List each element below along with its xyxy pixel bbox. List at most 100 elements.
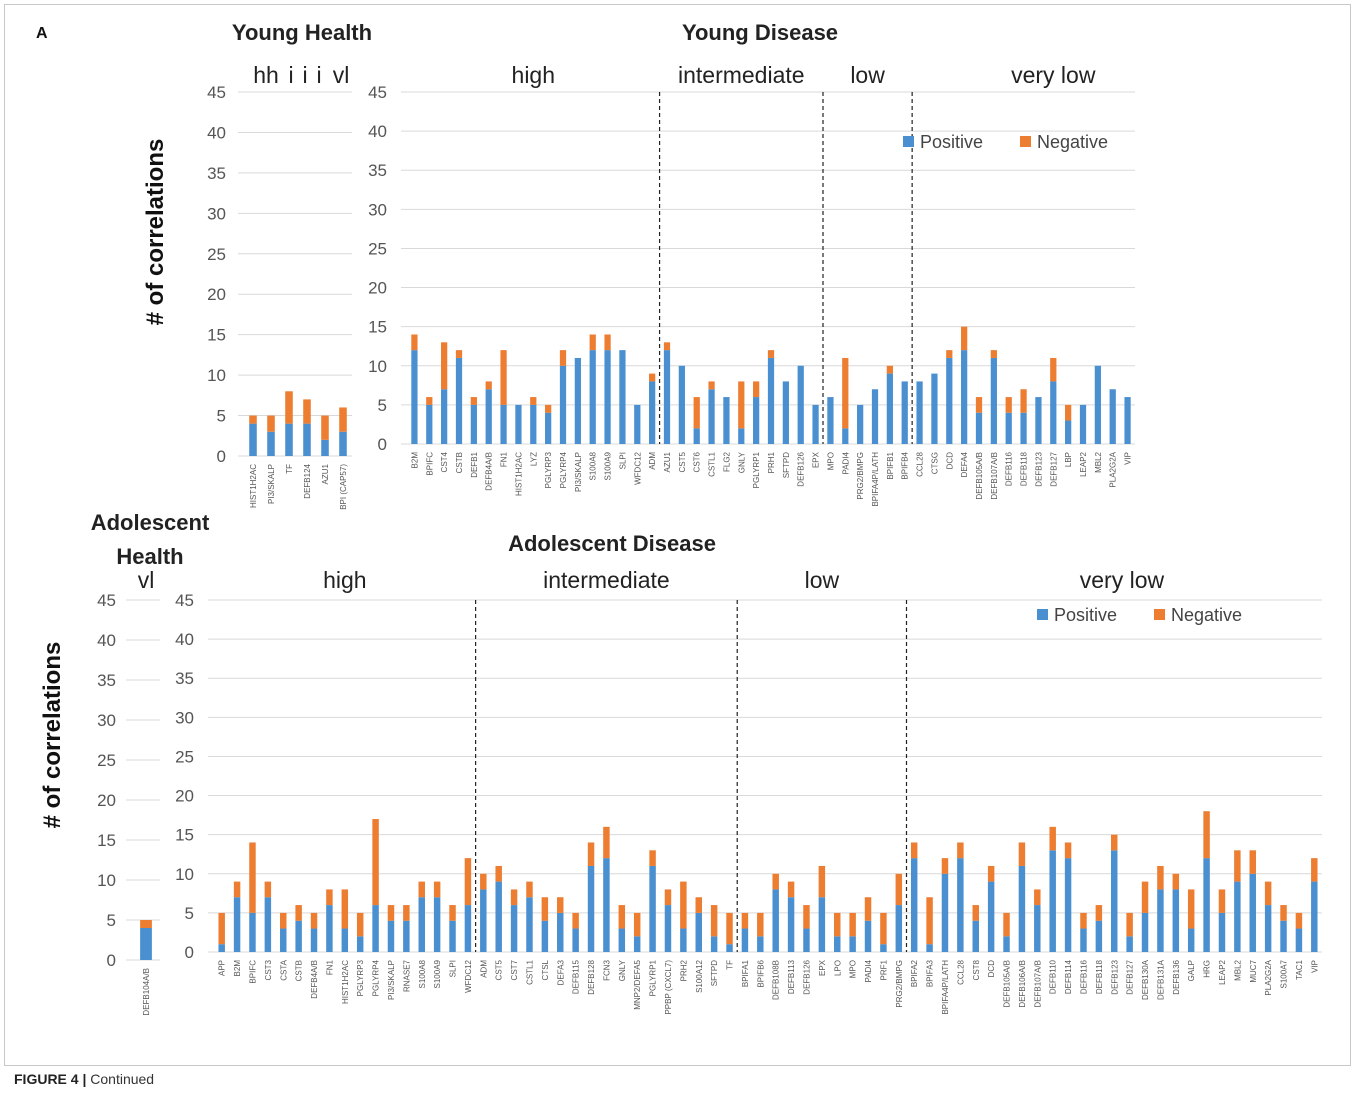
adolescent-disease-bar-negative — [1126, 912, 1133, 937]
adolescent-disease-bar-negative — [757, 912, 764, 937]
young-disease-ytick-label: 30 — [368, 200, 387, 219]
adolescent-disease-bar-positive — [433, 897, 441, 952]
adolescent-disease-bar-negative — [1018, 842, 1026, 866]
young-disease-xtick-label: BPIFA4P/LATH — [871, 452, 880, 507]
adolescent-disease-bar-positive — [341, 928, 349, 952]
young-health-xtick-label: HIST1H2AC — [249, 464, 258, 508]
adolescent-disease-bar-negative — [726, 912, 733, 945]
adolescent-disease-ytick-label: 25 — [175, 747, 194, 766]
adolescent-disease-bar-negative — [433, 881, 441, 898]
young-disease-xtick-label: LBP — [1064, 452, 1073, 467]
young-disease-bar-positive — [723, 397, 730, 444]
adolescent-health-ylabel: # of correlations — [39, 642, 66, 829]
young-health-bar-negative — [339, 407, 347, 432]
young-health-ytick-label: 45 — [207, 83, 226, 102]
adolescent-disease-xtick-label: BPIFA2 — [910, 959, 919, 987]
young-disease-bar-negative — [708, 381, 715, 390]
young-disease-bar-negative — [946, 350, 953, 358]
young-health-xtick-label: DEFB124 — [303, 463, 312, 498]
adolescent-disease-bar-positive — [218, 944, 225, 952]
adolescent-disease-xtick-label: BPIFA1 — [741, 959, 750, 987]
adolescent-disease-bar-positive — [957, 858, 964, 952]
young-disease-bar-positive — [649, 381, 656, 444]
young-disease-legend-label-negative: Negative — [1037, 132, 1108, 152]
adolescent-disease-bar-positive — [972, 920, 979, 952]
young-disease-xtick-label: MBL2 — [1094, 451, 1103, 472]
adolescent-disease-bar-positive — [926, 944, 933, 952]
young-disease-ytick-label: 0 — [378, 435, 387, 454]
adolescent-disease-bar-positive — [1311, 881, 1318, 952]
young-disease-xtick-label: PGLYRP1 — [752, 451, 761, 488]
adolescent-disease-xtick-label: PPBP (CXCL7) — [664, 960, 673, 1015]
adolescent-disease-bar-negative — [803, 905, 810, 929]
young-disease-ytick-label: 15 — [368, 318, 387, 337]
adolescent-disease-bar-negative — [941, 858, 949, 874]
young-disease-bar-negative — [530, 397, 537, 405]
adolescent-disease-bar-positive — [787, 897, 795, 952]
adolescent-disease-xtick-label: VIP — [1310, 960, 1319, 973]
adolescent-disease-bar-negative — [1157, 865, 1164, 890]
adolescent-disease-bar-negative — [680, 881, 687, 929]
adolescent-disease-bar-positive — [264, 897, 272, 952]
young-disease-bar-positive — [574, 357, 581, 444]
young-disease-xtick-label: CSTL1 — [708, 451, 717, 476]
young-disease-xtick-label: CST4 — [440, 451, 449, 472]
young-disease-bar-positive — [738, 428, 745, 444]
young-disease-bar-positive — [1035, 397, 1042, 444]
young-disease-bar-negative — [500, 350, 507, 405]
young-disease-xtick-label: DEFB1 — [470, 451, 479, 477]
adolescent-disease-xtick-label: HIST1H2AC — [341, 960, 350, 1004]
adolescent-disease-bar-negative — [464, 858, 472, 906]
adolescent-disease-bar-positive — [1218, 912, 1226, 952]
adolescent-disease-bar-negative — [818, 865, 826, 898]
adolescent-disease-bar-positive — [710, 936, 718, 952]
adolescent-disease-bar-positive — [757, 936, 764, 952]
adolescent-disease-xtick-label: DEFB118 — [1095, 959, 1104, 994]
young-disease-legend-swatch-negative — [1020, 136, 1031, 147]
young-disease-ytick-label: 25 — [368, 239, 387, 258]
young-health-bar-positive — [303, 423, 311, 456]
adolescent-disease-bar-negative — [1311, 858, 1318, 882]
adolescent-disease-group-label: high — [323, 567, 366, 593]
adolescent-disease-xtick-label: ADM — [479, 960, 488, 978]
adolescent-disease-xtick-label: DEFA3 — [556, 959, 565, 985]
adolescent-disease-bar-positive — [1264, 905, 1272, 952]
adolescent-disease-xtick-label: FCN3 — [602, 959, 611, 980]
adolescent-disease-bar-negative — [1172, 873, 1180, 890]
adolescent-health-ytick-label: 35 — [97, 671, 116, 690]
adolescent-disease-bar-negative — [310, 912, 318, 929]
young-disease-bar-positive — [990, 357, 997, 444]
young-disease-bar-negative — [738, 381, 745, 429]
young-disease-xtick-label: VIP — [1124, 452, 1133, 465]
adolescent-disease-xtick-label: WFDC12 — [464, 959, 473, 992]
adolescent-disease-xtick-label: MUC7 — [1249, 959, 1258, 982]
adolescent-disease-bar-positive — [633, 936, 641, 952]
adolescent-disease-bar-positive — [1018, 865, 1026, 952]
adolescent-disease-xtick-label: DEFB105A/B — [1003, 960, 1012, 1008]
adolescent-disease-bar-positive — [895, 905, 903, 952]
young-disease-bar-positive — [455, 357, 463, 444]
adolescent-disease-bar-positive — [495, 881, 502, 952]
adolescent-disease-xtick-label: B2M — [233, 960, 242, 977]
young-disease-xtick-label: S100A8 — [589, 451, 598, 480]
adolescent-disease-xtick-label: APP — [218, 960, 227, 976]
young-health-bar-positive — [249, 423, 257, 456]
adolescent-disease-ytick-label: 10 — [175, 865, 194, 884]
adolescent-disease-bar-negative — [387, 905, 395, 921]
adolescent-health-xtick-label: DEFB104A/B — [142, 968, 151, 1016]
young-disease-legend-swatch-positive — [903, 136, 914, 147]
young-disease-bar-positive — [485, 389, 492, 444]
adolescent-disease-bar-positive — [1080, 928, 1087, 952]
adolescent-disease-bar-positive — [1295, 928, 1303, 952]
young-disease-bar-positive — [441, 389, 448, 444]
adolescent-disease-xtick-label: TAC1 — [1295, 959, 1304, 979]
young-disease-xtick-label: DEFB126 — [797, 451, 806, 486]
young-disease-ytick-label: 10 — [368, 357, 387, 376]
adolescent-disease-bar-negative — [741, 912, 749, 929]
adolescent-health-ytick-label: 15 — [97, 831, 116, 850]
caption-text: Continued — [90, 1071, 155, 1087]
adolescent-disease-xtick-label: CSTA — [279, 959, 288, 980]
young-health-bar-positive — [285, 423, 293, 456]
adolescent-disease-bar-positive — [526, 897, 533, 952]
young-disease-bar-positive — [857, 404, 864, 444]
